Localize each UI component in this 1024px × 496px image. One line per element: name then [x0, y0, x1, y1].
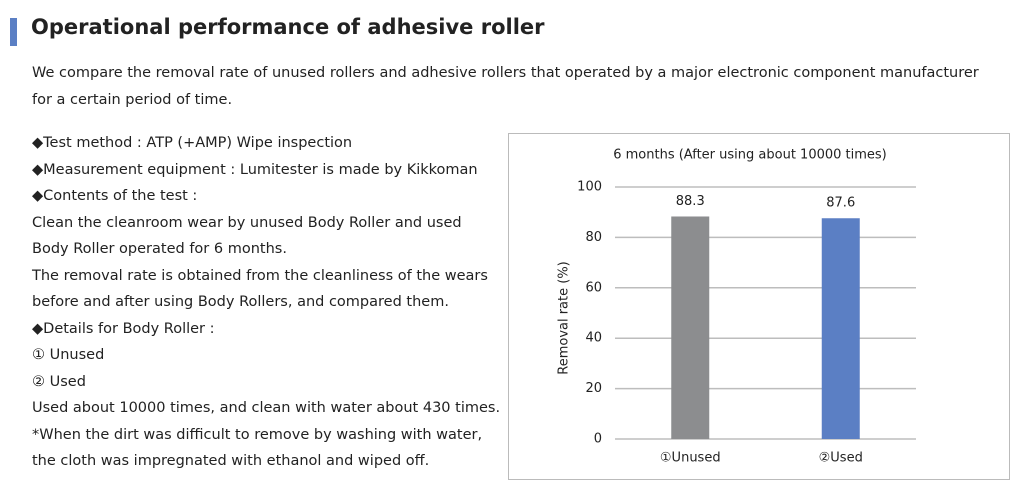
chart-frame	[508, 133, 1010, 480]
detail-line: the cloth was impregnated with ethanol a…	[32, 453, 430, 469]
bar	[671, 216, 710, 439]
chart-title: 6 months (After using about 10000 times)	[613, 148, 887, 163]
detail-line: ◆Measurement equipment : Lumitester is m…	[32, 161, 478, 178]
x-tick-label: ②Used	[819, 451, 863, 466]
page-title: Operational performance of adhesive roll…	[31, 15, 545, 39]
data-label: 88.3	[676, 194, 705, 209]
y-tick-label: 100	[577, 180, 602, 195]
detail-line: Body Roller operated for 6 months.	[32, 241, 287, 257]
detail-line: ① Unused	[32, 347, 105, 363]
detail-line: ◆Test method : ATP (+AMP) Wipe inspectio…	[32, 135, 353, 151]
detail-line: before and after using Body Rollers, and…	[32, 294, 449, 310]
details: ◆Test method : ATP (+AMP) Wipe inspectio…	[32, 130, 500, 475]
y-tick-label: 80	[585, 230, 602, 245]
detail-line: Clean the cleanroom wear by unused Body …	[32, 214, 462, 231]
x-tick-label: ①Unused	[660, 451, 721, 466]
detail-line: ② Used	[32, 373, 86, 390]
intro-text: We compare the removal rate of unused ro…	[32, 65, 979, 108]
data-label: 87.6	[826, 196, 855, 211]
y-tick-label: 0	[594, 432, 602, 447]
y-axis-label: Removal rate (%)	[557, 261, 572, 375]
detail-line: Used about 10000 times, and clean with w…	[32, 400, 501, 416]
detail-line: *When the dirt was difficult to remove b…	[32, 426, 483, 443]
bar	[821, 218, 860, 439]
detail-line: ◆Details for Body Roller :	[32, 320, 215, 337]
chart: 6 months (After using about 10000 times)…	[508, 133, 1010, 480]
y-tick-label: 60	[585, 280, 602, 295]
y-tick-label: 40	[585, 331, 602, 346]
detail-line: The removal rate is obtained from the cl…	[32, 267, 488, 284]
y-tick-label: 20	[585, 381, 602, 396]
detail-line: ◆Contents of the test :	[32, 188, 198, 204]
title-accent	[10, 18, 17, 46]
